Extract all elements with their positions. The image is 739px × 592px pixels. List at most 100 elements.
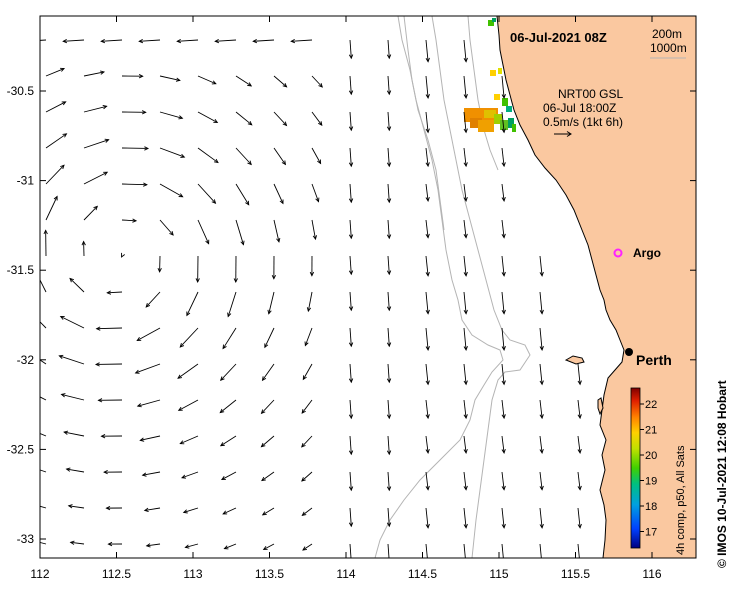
current-arrow [425, 543, 428, 558]
current-arrow [40, 433, 47, 437]
current-arrow [197, 183, 216, 204]
current-arrowhead [577, 485, 582, 491]
current-arrow [349, 543, 352, 558]
current-arrow [539, 471, 543, 490]
current-arrowhead [539, 346, 544, 351]
current-arrowhead [577, 380, 582, 386]
current-arrow [144, 507, 161, 511]
x-tick-label: 114 [336, 567, 355, 581]
current-arrowhead [143, 507, 149, 512]
current-arrowhead [175, 77, 181, 82]
current-arrowhead [67, 504, 73, 509]
current-arrow [387, 183, 390, 203]
current-arrowhead [132, 218, 138, 223]
current-arrowhead [276, 237, 281, 243]
current-arrow [387, 471, 390, 491]
current-arrowhead [181, 474, 187, 479]
current-arrow [501, 507, 505, 528]
current-arrow [159, 147, 185, 158]
current-arrow [177, 39, 199, 42]
current-arrowhead [539, 271, 544, 277]
current-arrow [227, 291, 237, 317]
current-arrow [501, 75, 505, 99]
current-arrow [301, 435, 313, 448]
current-arrowhead [577, 414, 582, 420]
current-arrowhead [502, 562, 505, 566]
current-arrowhead [282, 121, 288, 127]
current-arrow [349, 219, 352, 239]
city-label: Perth [636, 352, 672, 368]
current-arrowhead [463, 162, 468, 168]
current-arrow [40, 505, 47, 509]
current-arrowhead [501, 485, 506, 491]
current-arrowhead [386, 54, 392, 60]
argo-marker [613, 248, 623, 258]
current-arrowhead [539, 448, 544, 454]
current-arrow [349, 183, 352, 203]
isobath-deep [403, 16, 445, 231]
current-arrowhead [240, 240, 245, 246]
colorbar-title: 4h comp, p50, All Sats [675, 445, 687, 555]
current-arrow [501, 435, 505, 453]
current-arrowhead [53, 195, 58, 201]
current-arrow [40, 541, 47, 545]
current-arrow [40, 321, 47, 329]
current-arrow [302, 507, 313, 516]
current-arrowhead [69, 277, 74, 283]
current-arrow [425, 435, 429, 453]
current-arrow [425, 111, 429, 133]
current-arrow [387, 543, 390, 558]
current-arrow [501, 327, 505, 350]
current-arrowhead [145, 302, 151, 308]
current-arrow [40, 39, 47, 41]
current-arrow [501, 471, 505, 490]
current-arrowhead [539, 309, 544, 315]
current-arrowhead [302, 546, 307, 551]
current-arrowhead [222, 344, 227, 350]
current-arrow [501, 291, 505, 314]
current-arrow [577, 363, 581, 385]
current-arrow [215, 39, 237, 42]
current-arrow [425, 363, 429, 385]
current-arrow [40, 469, 47, 473]
current-arrowhead [103, 171, 109, 176]
garden-island [597, 397, 604, 416]
current-arrow [262, 507, 275, 516]
current-arrowhead [106, 290, 112, 295]
sst-patches [464, 18, 516, 132]
current-arrowhead [386, 198, 392, 204]
current-arrow [349, 327, 352, 347]
current-arrowhead [348, 270, 354, 276]
current-arrowhead [348, 414, 354, 420]
current-arrowhead [211, 80, 217, 85]
current-arrowhead [281, 160, 287, 166]
current-arrow [349, 147, 352, 167]
current-arrowhead [386, 414, 392, 420]
current-arrow [425, 147, 429, 167]
current-arrowhead [501, 162, 506, 168]
current-arrowhead [136, 336, 142, 341]
current-arrowhead [304, 341, 309, 347]
current-arrowhead [182, 509, 188, 514]
current-arrowhead [169, 231, 174, 236]
sst-colorbar [630, 387, 641, 549]
current-arrow [304, 327, 313, 346]
current-arrow [197, 147, 219, 163]
current-arrow [463, 39, 467, 62]
current-arrow [273, 75, 287, 88]
current-arrowhead [177, 374, 183, 379]
current-arrow [387, 255, 390, 275]
current-arrow [197, 75, 217, 85]
current-arrowhead [195, 278, 200, 284]
current-arrowhead [539, 380, 544, 386]
current-arrow [301, 471, 313, 482]
current-arrow [261, 399, 275, 414]
current-arrowhead [463, 346, 468, 351]
current-arrowhead [463, 414, 468, 420]
current-arrowhead [28, 309, 32, 313]
current-arrowhead [386, 522, 392, 528]
current-arrowhead [179, 343, 185, 348]
current-arrow [291, 39, 313, 42]
current-arrowhead [213, 119, 219, 124]
current-arrowhead [247, 120, 253, 126]
